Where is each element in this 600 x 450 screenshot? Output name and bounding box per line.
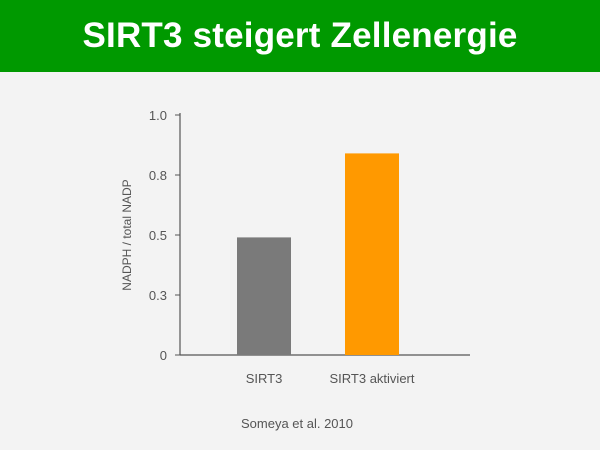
bar-chart: 0 0.3 0.5 0.8 1.0 NADPH / total NADP SIRT3 SIRT… xyxy=(120,108,470,431)
bar-1 xyxy=(237,237,291,355)
category-label: SIRT3 aktiviert xyxy=(329,371,414,386)
source-note: Someya et al. 2010 xyxy=(241,416,353,431)
chart-area: 0 0.3 0.5 0.8 1.0 NADPH / total NADP SIRT3 SIRT… xyxy=(0,72,600,450)
title-banner: SIRT3 steigert Zellenergie xyxy=(0,0,600,72)
y-axis-title: NADPH / total NADP xyxy=(120,179,134,290)
y-tick-label: 0.5 xyxy=(149,228,167,243)
chart-axes xyxy=(175,113,470,356)
bar-2 xyxy=(345,153,399,355)
chart-labels: 0 0.3 0.5 0.8 1.0 NADPH / total NADP SIRT3 SIRT… xyxy=(120,108,415,431)
y-tick-label: 0.8 xyxy=(149,168,167,183)
y-tick-label: 1.0 xyxy=(149,108,167,123)
category-label: SIRT3 xyxy=(246,371,283,386)
y-tick-label: 0.3 xyxy=(149,288,167,303)
page-title: SIRT3 steigert Zellenergie xyxy=(82,16,518,55)
chart-bars xyxy=(237,153,399,355)
y-tick-label: 0 xyxy=(160,348,167,363)
